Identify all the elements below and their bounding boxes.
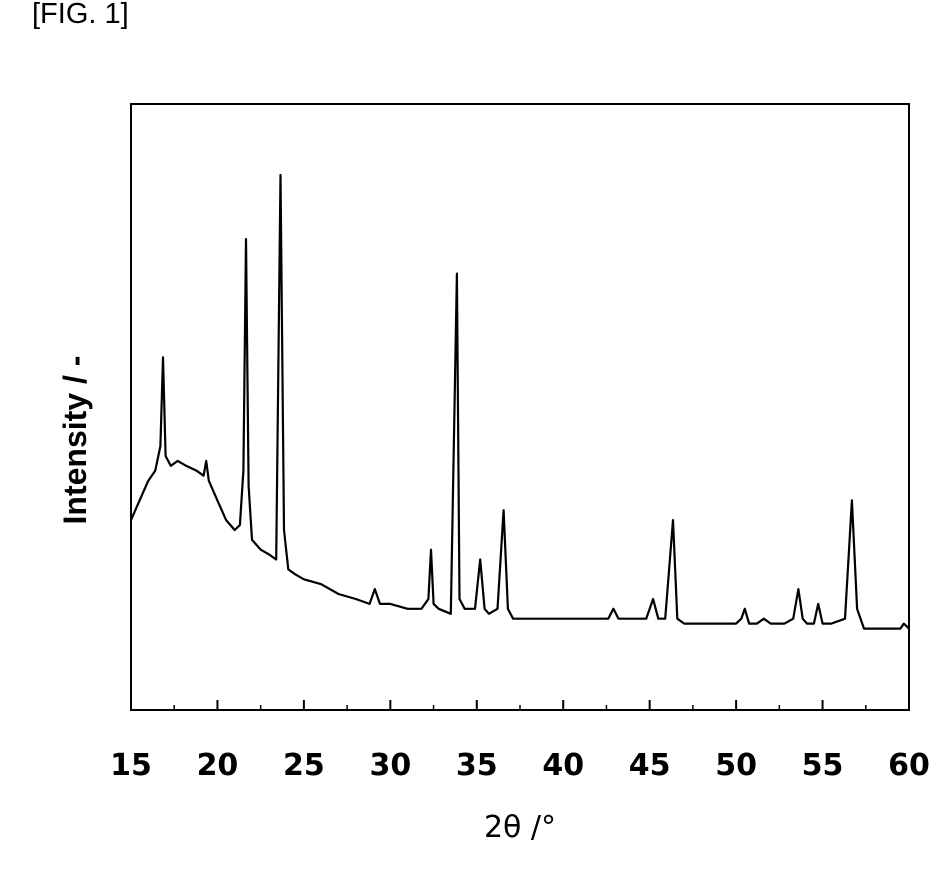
x-tick-label: 30 [369,748,411,783]
x-tick-label: 20 [197,748,239,783]
x-tick-label: 25 [283,748,325,783]
x-axis-ticks [130,700,910,710]
x-tick-label: 45 [629,748,671,783]
x-axis-title: 2θ /° [484,810,556,845]
x-axis-tick-labels: 15 20 25 30 35 40 45 50 55 60 [110,748,930,783]
figure-label: [FIG. 1] [32,0,129,30]
x-tick-label: 40 [542,748,584,783]
x-tick-label: 50 [715,748,757,783]
x-tick-label: 60 [888,748,930,783]
x-tick-label: 35 [456,748,498,783]
y-axis-title: Intensity / - [57,356,93,525]
x-tick-label: 55 [802,748,844,783]
x-tick-label: 15 [110,748,152,783]
diffraction-pattern-line [129,173,910,630]
